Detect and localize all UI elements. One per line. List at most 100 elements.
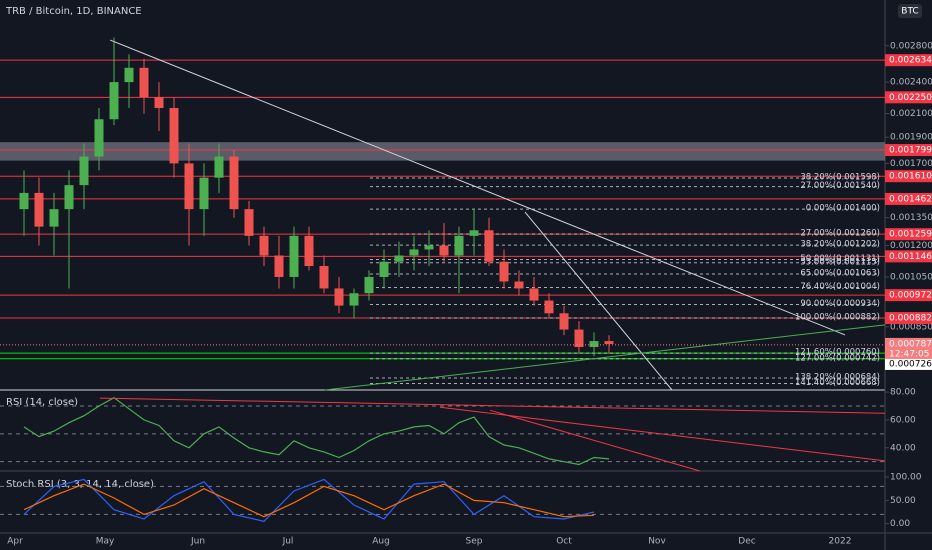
- candle-body: [559, 313, 569, 330]
- fib-label: 38.20%(0.001598): [800, 172, 880, 182]
- candle-body: [79, 156, 89, 186]
- fib-label: 90.00%(0.000934): [800, 299, 880, 309]
- y-tick-label: 0.00: [890, 519, 910, 529]
- level-label-box: [885, 91, 932, 104]
- candle-body: [379, 261, 389, 277]
- candle-body: [349, 293, 359, 306]
- fib-label: 76.40%(0.001004): [800, 282, 880, 292]
- y-tick-label: 0.000850: [890, 322, 932, 332]
- y-tick-label: 0.002100: [890, 109, 932, 119]
- level-label-box: [885, 144, 932, 157]
- chart-title: TRB / Bitcoin, 1D, BINANCE: [5, 6, 142, 17]
- level-label-box: [885, 289, 932, 302]
- candle-body: [214, 156, 224, 178]
- y-tick-label: 0.001700: [890, 159, 932, 169]
- y-tick-label: 50.00: [890, 496, 916, 506]
- fib-label: 0.00%(0.001400): [806, 204, 880, 214]
- zone: [0, 142, 885, 161]
- y-tick-label: 0.001200: [890, 241, 932, 251]
- level-label: 0.000972: [889, 291, 932, 301]
- currency-button-label[interactable]: BTC: [901, 7, 918, 17]
- candle-body: [94, 119, 104, 157]
- level-label: 0.001259: [889, 230, 932, 240]
- level-label-box: [885, 192, 932, 205]
- candle-body: [199, 177, 209, 210]
- candle-body: [604, 341, 614, 345]
- level-label: 0.001146: [889, 252, 932, 262]
- y-tick-label: 100.00: [890, 473, 922, 483]
- y-tick-label: 0.001050: [890, 272, 932, 282]
- last-price-label: 0.000787: [889, 339, 932, 349]
- last-price-box: [885, 337, 932, 360]
- indicator-line: [23, 396, 610, 466]
- candle-body: [364, 276, 374, 294]
- fib-label: 55.00%(0.001115): [800, 257, 880, 267]
- fib-label: 121.60%(0.000760): [795, 348, 880, 358]
- fib-label: 141.40%(0.000668): [795, 378, 880, 388]
- fib-label: 100.00%(0.000882): [795, 313, 880, 323]
- candle-body: [304, 235, 314, 266]
- level-label: 0.002250: [889, 93, 932, 103]
- candle-body: [589, 341, 599, 348]
- candle-body: [139, 67, 149, 98]
- candle-body: [469, 230, 479, 236]
- rsi-title: RSI (14, close): [6, 397, 78, 408]
- level-label-box: [885, 312, 932, 325]
- y-tick-label: 0.002400: [890, 78, 932, 88]
- candle-body: [529, 288, 539, 301]
- candle-body: [544, 300, 554, 314]
- candle-body: [514, 281, 524, 289]
- level-label-box: [885, 250, 932, 263]
- y-tick-label: 60.00: [890, 415, 916, 425]
- candle-body: [49, 209, 59, 227]
- candle-body: [274, 255, 284, 277]
- x-tick-label: Dec: [738, 537, 755, 547]
- candle-body: [19, 192, 29, 210]
- indicator-line: [23, 478, 595, 522]
- candle-body: [574, 329, 584, 348]
- candle-body: [409, 249, 419, 256]
- candle-body: [454, 235, 464, 256]
- candle-body: [439, 245, 449, 256]
- x-tick-label: Sep: [466, 537, 483, 547]
- x-tick-label: Aug: [372, 537, 390, 547]
- candle-body: [334, 288, 344, 306]
- y-tick-label: 40.00: [890, 443, 916, 453]
- level-label: 0.001462: [889, 194, 932, 204]
- candle-body: [64, 185, 74, 210]
- fib-label: 27.00%(0.001260): [800, 228, 880, 238]
- candle-body: [169, 108, 179, 164]
- candle-body: [394, 255, 404, 262]
- x-tick-label: Jun: [190, 537, 205, 547]
- indicator-line: [23, 483, 595, 518]
- x-tick-label: Jul: [282, 537, 294, 547]
- trendline: [324, 324, 886, 391]
- trendline: [524, 211, 673, 391]
- level-label-box: [885, 54, 932, 67]
- y-tick-label: 0.001350: [890, 213, 932, 223]
- candle-body: [319, 265, 329, 289]
- trendline: [440, 406, 886, 462]
- marker-box: [885, 358, 932, 370]
- candle-body: [229, 156, 239, 210]
- fib-label: 127.00%(0.000742): [795, 353, 880, 363]
- y-tick-label: 80.00: [890, 388, 916, 398]
- fib-label: 65.00%(0.001063): [800, 269, 880, 279]
- candle-body: [184, 163, 194, 210]
- currency-button[interactable]: [898, 4, 922, 18]
- trendline: [489, 409, 701, 472]
- candle-body: [424, 245, 434, 250]
- level-label: 0.000882: [889, 314, 932, 324]
- x-tick-label: 2022: [829, 537, 852, 547]
- candle-body: [124, 67, 134, 83]
- level-label-box: [885, 228, 932, 241]
- x-tick-label: Apr: [7, 537, 23, 547]
- trendline: [109, 39, 846, 336]
- candle-body: [109, 82, 119, 120]
- x-tick-label: Nov: [648, 537, 666, 547]
- fib-label: 50.00%(0.001131): [800, 254, 880, 264]
- candle-body: [499, 261, 509, 282]
- level-label: 0.001610: [889, 172, 932, 182]
